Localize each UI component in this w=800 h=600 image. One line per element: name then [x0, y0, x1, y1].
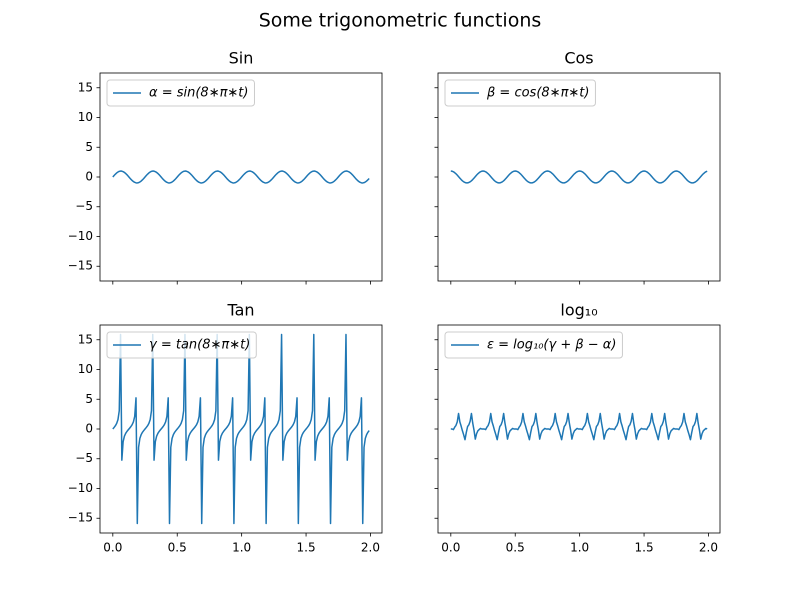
legend-label: α = sin(8∗π∗t)	[149, 86, 248, 101]
series-line	[450, 412, 708, 441]
y-tick-label: 15	[78, 332, 93, 346]
y-tick-label: −10	[68, 481, 93, 495]
x-tick-label: 1.0	[232, 541, 251, 555]
y-tick-label: −10	[68, 229, 93, 243]
y-tick-label: 5	[85, 140, 93, 154]
legend-box	[106, 79, 255, 107]
axes-title: Sin	[229, 49, 254, 68]
y-tick-label: −15	[68, 511, 93, 525]
y-tick-label: 10	[78, 110, 93, 124]
x-tick-label: 0.5	[506, 541, 525, 555]
legend-label: β = cos(8∗π∗t)	[486, 86, 589, 101]
y-tick-label: −5	[75, 451, 93, 465]
axes-title: Tan	[226, 301, 254, 320]
y-tick-label: −5	[75, 199, 93, 213]
x-tick-label: 2.0	[699, 541, 718, 555]
legend-label: ε = log₁₀(γ + β − α)	[487, 338, 616, 353]
legend-box	[444, 331, 623, 359]
x-tick-label: 0.0	[441, 541, 460, 555]
axes-title: log₁₀	[560, 301, 597, 320]
legend-box	[106, 331, 257, 359]
axes-title: Cos	[564, 49, 593, 68]
y-tick-label: 10	[78, 362, 93, 376]
x-tick-label: 0.0	[103, 541, 122, 555]
legend-box	[444, 79, 596, 107]
x-tick-label: 2.0	[361, 541, 380, 555]
x-tick-label: 1.5	[635, 541, 654, 555]
series-line	[450, 170, 708, 184]
y-tick-label: 0	[85, 422, 93, 436]
y-tick-label: 0	[85, 170, 93, 184]
series-line	[112, 170, 370, 184]
y-tick-label: −15	[68, 259, 93, 273]
axes-background	[438, 73, 720, 281]
x-tick-label: 1.0	[570, 541, 589, 555]
figure-title: Some trigonometric functions	[259, 10, 542, 32]
x-tick-label: 0.5	[168, 541, 187, 555]
x-tick-label: 1.5	[297, 541, 316, 555]
legend-label: γ = tan(8∗π∗t)	[149, 338, 250, 353]
y-tick-label: 15	[78, 80, 93, 94]
y-tick-label: 5	[85, 392, 93, 406]
series-line	[112, 333, 370, 525]
